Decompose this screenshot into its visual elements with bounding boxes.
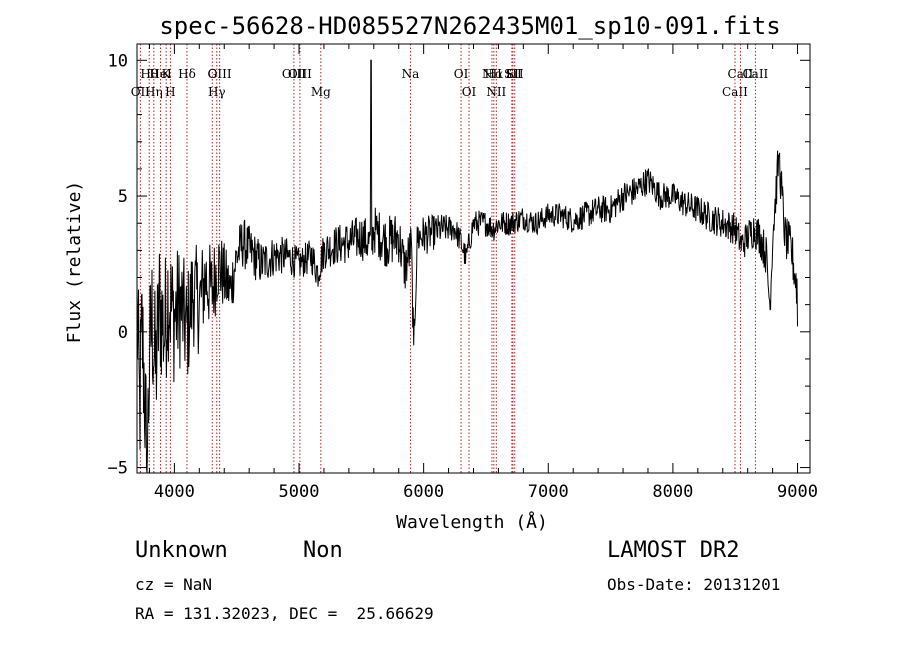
spectrum-series [136,59,798,474]
line-marker-label-21: SII [506,67,524,81]
y-axis-label: Flux (relative) [64,181,85,344]
coordinates: RA = 131.32023, DEC = 25.66629 [135,604,434,623]
y-tick-label-3: 10 [108,51,128,71]
x-tick-label-4: 8000 [652,482,693,502]
line-marker-label-7: G [207,67,217,81]
line-marker-label-15: OI [462,85,477,99]
x-tick-label-3: 7000 [528,482,569,502]
x-tick-label-2: 6000 [403,482,444,502]
x-axis-label: Wavelength (Å) [396,511,548,533]
redshift-cz: cz = NaN [135,575,213,594]
line-marker-label-11: OIII [288,67,312,81]
line-marker-label-13: Na [402,67,420,81]
object-subclass: Non [303,538,343,563]
line-marker-label-22: CaII [722,85,748,99]
line-marker-label-18: NII [486,85,506,99]
y-tick-label-2: 5 [118,187,128,207]
x-tick-label-1: 5000 [279,482,320,502]
chart-title: spec-56628-HD085527N262435M01_sp10-091.f… [159,12,780,40]
x-tick-label-0: 4000 [154,482,195,502]
line-marker-label-14: OI [454,67,469,81]
line-marker-label-8: Hγ [208,85,226,99]
line-marker-label-6: Hδ [178,67,196,81]
y-tick-label-1: 0 [118,323,128,343]
y-tick-label-0: −5 [108,459,128,479]
line-marker-label-1: Hθ [140,67,158,81]
survey-name: LAMOST DR2 [607,538,740,563]
line-marker-label-24: CaII [742,67,768,81]
line-marker-label-4: K [162,67,172,81]
line-marker-label-12: Mg [311,85,331,99]
x-tick-label-5: 9000 [777,482,818,502]
axes-frame: 4000 5000 6000 7000 8000 9000 −5 0 5 10 [108,43,818,502]
line-marker-label-2: Hη [145,85,163,99]
line-marker-label-9: OIII [208,67,232,81]
spectrum-line [136,59,798,474]
line-marker-label-17: Hα [485,67,504,81]
line-marker-label-3: HeI [149,67,172,81]
observation-date: Obs-Date: 20131201 [607,575,781,594]
line-marker-label-20: Li [506,67,518,81]
line-marker-label-10: OIII [282,67,306,81]
object-class: Unknown [135,538,228,563]
line-marker-label-5: H [165,85,175,99]
line-marker-label-19: SII [504,67,522,81]
line-marker-label-16: NII [482,67,502,81]
line-marker-label-23: CaII [728,67,754,81]
line-marker-label-0: OII [131,85,151,99]
